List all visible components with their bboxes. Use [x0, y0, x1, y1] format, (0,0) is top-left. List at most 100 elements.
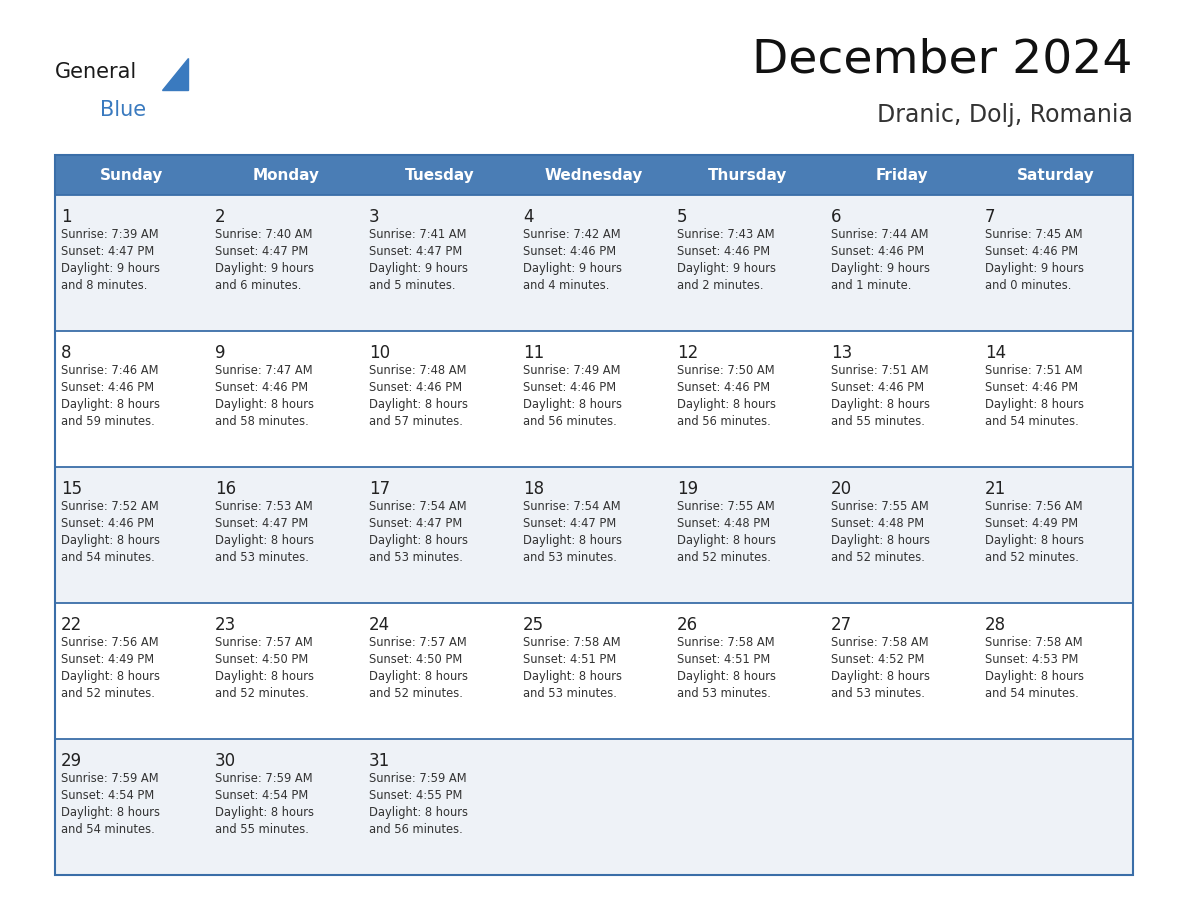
Text: 17: 17 — [369, 480, 390, 498]
Text: Sunrise: 7:57 AM: Sunrise: 7:57 AM — [369, 636, 467, 649]
Text: and 53 minutes.: and 53 minutes. — [677, 687, 771, 700]
Text: and 53 minutes.: and 53 minutes. — [523, 687, 617, 700]
Text: 29: 29 — [61, 752, 82, 770]
Text: Sunset: 4:46 PM: Sunset: 4:46 PM — [369, 381, 462, 394]
Text: Sunrise: 7:51 AM: Sunrise: 7:51 AM — [830, 364, 929, 377]
Text: Sunrise: 7:55 AM: Sunrise: 7:55 AM — [830, 500, 929, 513]
Bar — [55, 155, 1133, 195]
Text: Sunrise: 7:58 AM: Sunrise: 7:58 AM — [985, 636, 1082, 649]
Text: 13: 13 — [830, 344, 852, 362]
Text: Sunrise: 7:45 AM: Sunrise: 7:45 AM — [985, 228, 1082, 241]
Text: Sunset: 4:47 PM: Sunset: 4:47 PM — [369, 517, 462, 530]
Text: Sunrise: 7:47 AM: Sunrise: 7:47 AM — [215, 364, 312, 377]
Text: Daylight: 9 hours: Daylight: 9 hours — [830, 262, 930, 275]
Text: Daylight: 8 hours: Daylight: 8 hours — [523, 398, 623, 411]
Text: Saturday: Saturday — [1017, 167, 1095, 183]
Bar — [55, 195, 1133, 331]
Text: and 54 minutes.: and 54 minutes. — [985, 415, 1079, 428]
Text: and 8 minutes.: and 8 minutes. — [61, 279, 147, 292]
Text: Daylight: 8 hours: Daylight: 8 hours — [369, 806, 468, 819]
Text: 14: 14 — [985, 344, 1006, 362]
Text: Sunrise: 7:59 AM: Sunrise: 7:59 AM — [61, 772, 159, 785]
Text: and 53 minutes.: and 53 minutes. — [369, 551, 463, 564]
Text: 15: 15 — [61, 480, 82, 498]
Text: Daylight: 9 hours: Daylight: 9 hours — [61, 262, 160, 275]
Text: General: General — [55, 62, 138, 82]
Text: Sunset: 4:49 PM: Sunset: 4:49 PM — [61, 653, 154, 666]
Text: and 1 minute.: and 1 minute. — [830, 279, 911, 292]
Text: and 58 minutes.: and 58 minutes. — [215, 415, 309, 428]
Text: Wednesday: Wednesday — [545, 167, 643, 183]
Text: 2: 2 — [215, 208, 226, 226]
Text: Daylight: 8 hours: Daylight: 8 hours — [61, 534, 160, 547]
Text: Daylight: 8 hours: Daylight: 8 hours — [369, 670, 468, 683]
Text: Sunset: 4:53 PM: Sunset: 4:53 PM — [985, 653, 1079, 666]
Text: Sunrise: 7:56 AM: Sunrise: 7:56 AM — [61, 636, 159, 649]
Text: Thursday: Thursday — [708, 167, 788, 183]
Text: and 54 minutes.: and 54 minutes. — [61, 551, 154, 564]
Text: 31: 31 — [369, 752, 390, 770]
Bar — [55, 603, 1133, 739]
Text: Sunset: 4:54 PM: Sunset: 4:54 PM — [61, 789, 154, 802]
Text: Sunrise: 7:39 AM: Sunrise: 7:39 AM — [61, 228, 159, 241]
Text: 16: 16 — [215, 480, 236, 498]
Text: Daylight: 8 hours: Daylight: 8 hours — [215, 670, 314, 683]
Text: Daylight: 8 hours: Daylight: 8 hours — [215, 806, 314, 819]
Text: Daylight: 8 hours: Daylight: 8 hours — [677, 398, 776, 411]
Text: Sunset: 4:46 PM: Sunset: 4:46 PM — [985, 381, 1079, 394]
Text: and 4 minutes.: and 4 minutes. — [523, 279, 609, 292]
Text: Sunrise: 7:54 AM: Sunrise: 7:54 AM — [369, 500, 467, 513]
Text: 8: 8 — [61, 344, 71, 362]
Text: 27: 27 — [830, 616, 852, 634]
Text: Daylight: 8 hours: Daylight: 8 hours — [369, 534, 468, 547]
Text: 28: 28 — [985, 616, 1006, 634]
Text: Dranic, Dolj, Romania: Dranic, Dolj, Romania — [877, 103, 1133, 127]
Text: Sunset: 4:50 PM: Sunset: 4:50 PM — [369, 653, 462, 666]
Text: and 52 minutes.: and 52 minutes. — [677, 551, 771, 564]
Text: Sunrise: 7:46 AM: Sunrise: 7:46 AM — [61, 364, 158, 377]
Text: Blue: Blue — [100, 100, 146, 120]
Text: 5: 5 — [677, 208, 688, 226]
Text: 10: 10 — [369, 344, 390, 362]
Text: and 59 minutes.: and 59 minutes. — [61, 415, 154, 428]
Text: and 2 minutes.: and 2 minutes. — [677, 279, 764, 292]
Text: Sunset: 4:52 PM: Sunset: 4:52 PM — [830, 653, 924, 666]
Text: and 52 minutes.: and 52 minutes. — [215, 687, 309, 700]
Text: and 53 minutes.: and 53 minutes. — [830, 687, 925, 700]
Text: Daylight: 8 hours: Daylight: 8 hours — [985, 670, 1083, 683]
Text: 19: 19 — [677, 480, 699, 498]
Text: Sunset: 4:46 PM: Sunset: 4:46 PM — [677, 245, 770, 258]
Text: Sunrise: 7:50 AM: Sunrise: 7:50 AM — [677, 364, 775, 377]
Text: Sunrise: 7:48 AM: Sunrise: 7:48 AM — [369, 364, 467, 377]
Text: Daylight: 8 hours: Daylight: 8 hours — [677, 534, 776, 547]
Text: and 56 minutes.: and 56 minutes. — [523, 415, 617, 428]
Text: Sunrise: 7:44 AM: Sunrise: 7:44 AM — [830, 228, 929, 241]
Text: Daylight: 8 hours: Daylight: 8 hours — [61, 806, 160, 819]
Text: Sunrise: 7:59 AM: Sunrise: 7:59 AM — [369, 772, 467, 785]
Text: 23: 23 — [215, 616, 236, 634]
Text: Sunday: Sunday — [100, 167, 164, 183]
Text: Daylight: 8 hours: Daylight: 8 hours — [677, 670, 776, 683]
Text: and 55 minutes.: and 55 minutes. — [830, 415, 925, 428]
Text: 7: 7 — [985, 208, 996, 226]
Text: Daylight: 8 hours: Daylight: 8 hours — [523, 670, 623, 683]
Text: Sunset: 4:46 PM: Sunset: 4:46 PM — [523, 245, 617, 258]
Bar — [55, 467, 1133, 603]
Text: Sunset: 4:47 PM: Sunset: 4:47 PM — [523, 517, 617, 530]
Text: and 6 minutes.: and 6 minutes. — [215, 279, 302, 292]
Text: 4: 4 — [523, 208, 533, 226]
Text: Daylight: 8 hours: Daylight: 8 hours — [215, 398, 314, 411]
Bar — [55, 331, 1133, 467]
Text: Sunrise: 7:49 AM: Sunrise: 7:49 AM — [523, 364, 620, 377]
Text: Sunrise: 7:54 AM: Sunrise: 7:54 AM — [523, 500, 620, 513]
Text: Sunrise: 7:41 AM: Sunrise: 7:41 AM — [369, 228, 467, 241]
Text: Sunrise: 7:40 AM: Sunrise: 7:40 AM — [215, 228, 312, 241]
Text: Sunrise: 7:53 AM: Sunrise: 7:53 AM — [215, 500, 312, 513]
Text: Sunrise: 7:58 AM: Sunrise: 7:58 AM — [830, 636, 929, 649]
Text: and 54 minutes.: and 54 minutes. — [61, 823, 154, 836]
Text: and 5 minutes.: and 5 minutes. — [369, 279, 455, 292]
Text: December 2024: December 2024 — [752, 38, 1133, 83]
Text: 22: 22 — [61, 616, 82, 634]
Text: Sunset: 4:46 PM: Sunset: 4:46 PM — [61, 381, 154, 394]
Text: Sunset: 4:47 PM: Sunset: 4:47 PM — [215, 245, 308, 258]
